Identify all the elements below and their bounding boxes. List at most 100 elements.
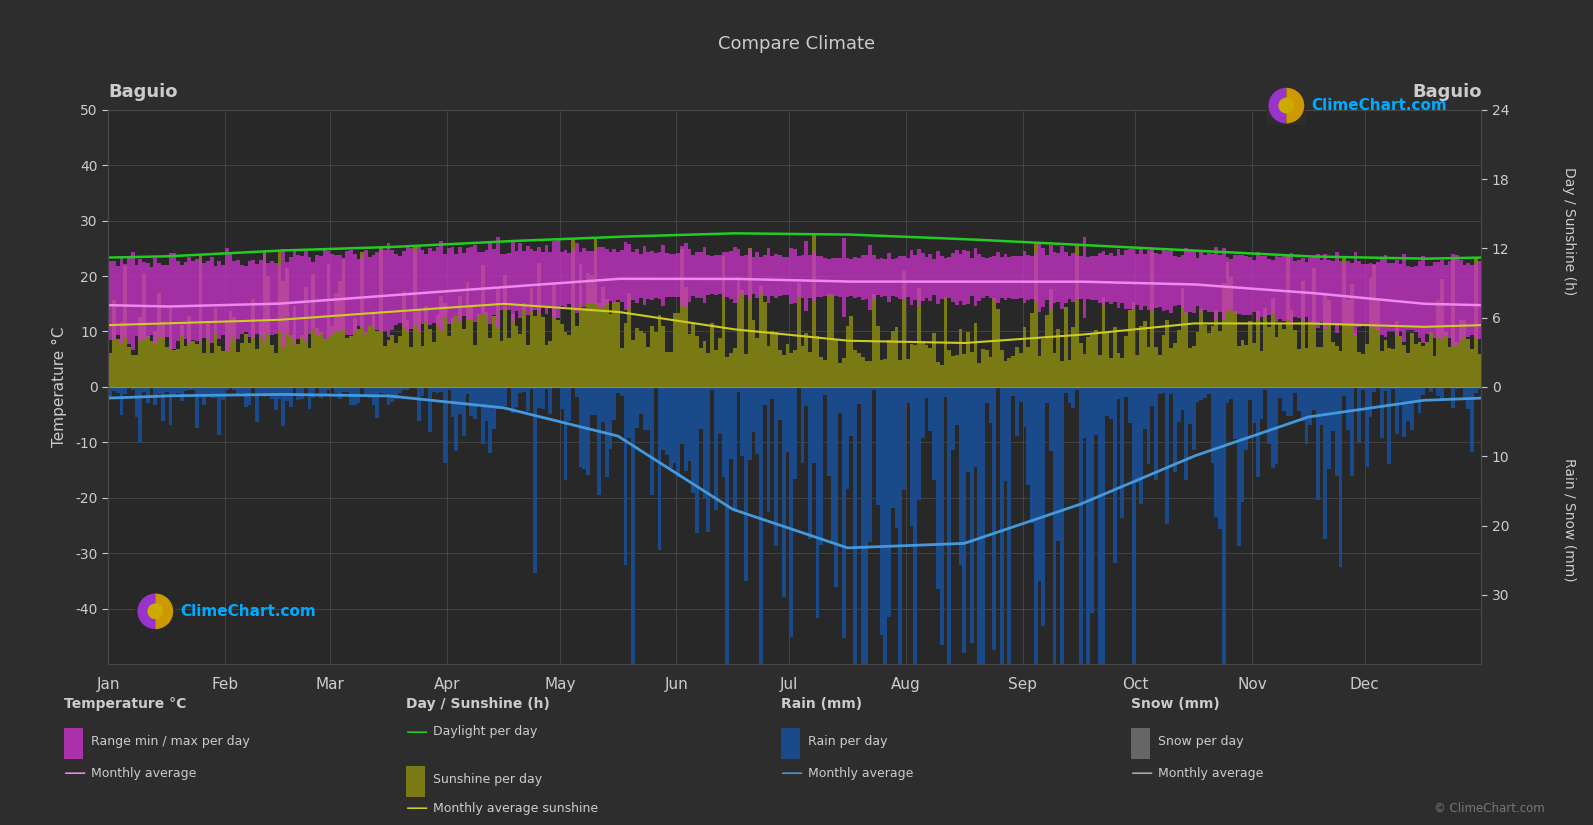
Bar <box>1459 320 1462 387</box>
Bar <box>1031 387 1034 522</box>
Bar <box>718 387 722 434</box>
Bar <box>465 387 470 394</box>
Bar <box>523 387 526 392</box>
Bar <box>213 387 217 398</box>
Bar <box>424 306 429 387</box>
Bar <box>1098 387 1101 664</box>
Bar <box>827 259 830 295</box>
Bar <box>188 316 191 387</box>
Bar <box>349 336 354 387</box>
Bar <box>830 387 835 544</box>
Bar <box>1429 387 1432 392</box>
Bar <box>978 363 981 387</box>
Bar <box>1467 339 1470 387</box>
Bar <box>1474 263 1478 337</box>
Bar <box>135 387 139 417</box>
Bar <box>666 253 669 298</box>
Bar <box>1161 250 1166 311</box>
Bar <box>545 346 548 387</box>
Bar <box>409 248 413 329</box>
Bar <box>1045 255 1048 299</box>
Bar <box>677 387 680 478</box>
Bar <box>992 256 996 299</box>
Bar <box>1139 387 1142 504</box>
Bar <box>650 326 653 387</box>
Bar <box>476 387 481 403</box>
Bar <box>628 244 631 308</box>
Bar <box>1136 355 1139 387</box>
Bar <box>180 265 183 337</box>
Bar <box>898 361 902 387</box>
Bar <box>1048 387 1053 451</box>
Bar <box>1418 387 1421 413</box>
Bar <box>288 387 293 407</box>
Bar <box>1384 256 1388 337</box>
Bar <box>393 254 398 325</box>
Bar <box>616 252 620 300</box>
Bar <box>1177 330 1180 387</box>
Bar <box>860 356 865 387</box>
Bar <box>241 387 244 393</box>
Bar <box>1214 310 1219 387</box>
Bar <box>1437 299 1440 387</box>
Bar <box>849 316 854 387</box>
Bar <box>1462 320 1467 387</box>
Bar <box>846 327 849 387</box>
Bar <box>609 252 612 301</box>
Bar <box>1222 387 1225 664</box>
Bar <box>1236 256 1241 314</box>
Bar <box>857 353 860 387</box>
Bar <box>266 387 271 393</box>
Bar <box>205 387 210 395</box>
Bar <box>1166 251 1169 310</box>
Bar <box>857 258 860 297</box>
Bar <box>1203 255 1207 309</box>
Bar <box>180 324 183 387</box>
Bar <box>703 387 707 498</box>
Bar <box>755 337 760 387</box>
Bar <box>172 253 177 349</box>
Bar <box>744 354 747 387</box>
Bar <box>379 248 382 387</box>
Bar <box>409 387 413 389</box>
Bar <box>1211 254 1214 312</box>
Bar <box>476 252 481 315</box>
Bar <box>1271 298 1274 387</box>
Bar <box>492 249 495 315</box>
Bar <box>722 256 725 387</box>
Bar <box>620 387 624 397</box>
Bar <box>307 387 312 408</box>
Bar <box>605 387 609 478</box>
Bar <box>1098 253 1101 303</box>
Bar <box>1266 259 1271 315</box>
Bar <box>785 344 789 387</box>
Bar <box>387 340 390 387</box>
Bar <box>183 346 188 387</box>
Bar <box>421 387 424 396</box>
Bar <box>1365 387 1368 467</box>
Bar <box>1177 257 1180 305</box>
Bar <box>1260 257 1263 317</box>
Bar <box>470 248 473 320</box>
Bar <box>1059 361 1064 387</box>
Bar <box>989 257 992 298</box>
Bar <box>1196 332 1200 387</box>
Bar <box>191 261 194 340</box>
Text: —: — <box>64 763 86 784</box>
Bar <box>1192 346 1196 387</box>
Bar <box>376 331 379 387</box>
Bar <box>1120 387 1125 518</box>
Bar <box>906 359 910 387</box>
Bar <box>597 387 601 495</box>
Bar <box>1413 387 1418 401</box>
Bar <box>401 291 406 387</box>
Bar <box>401 251 406 327</box>
Bar <box>481 387 484 444</box>
Bar <box>177 349 180 387</box>
Bar <box>1327 300 1332 387</box>
Bar <box>1064 252 1067 303</box>
Bar <box>1443 265 1448 335</box>
Bar <box>954 355 959 387</box>
Bar <box>1286 256 1290 387</box>
Bar <box>307 347 312 387</box>
